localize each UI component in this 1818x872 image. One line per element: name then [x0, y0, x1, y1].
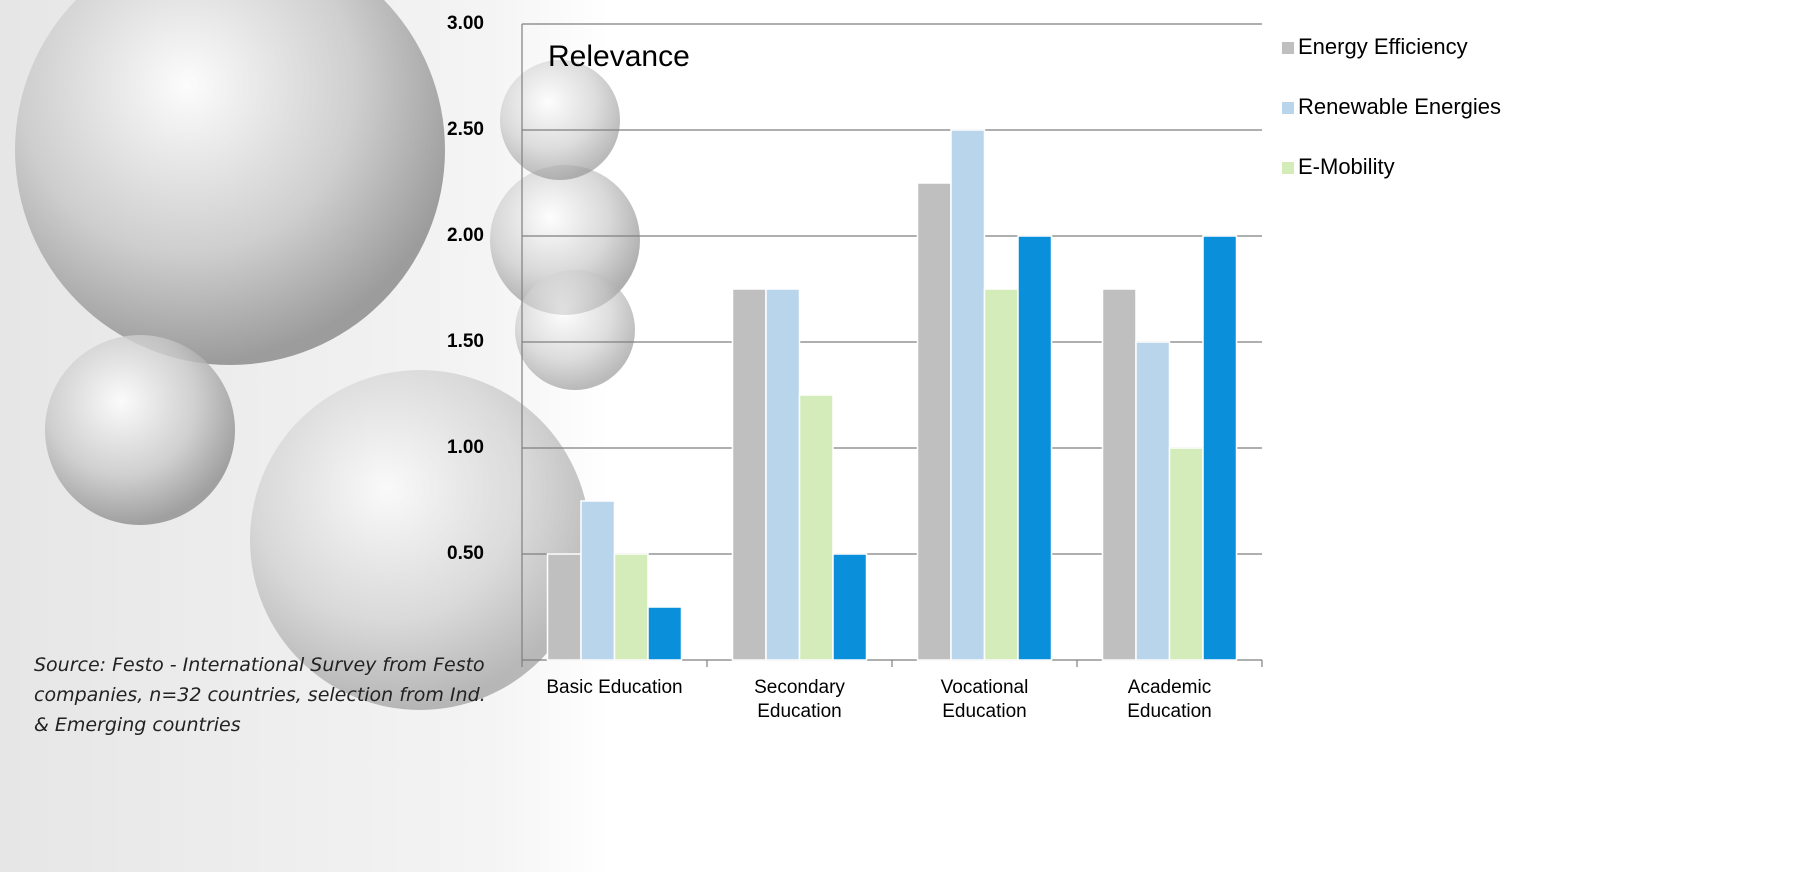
y-tick-label: 3.00: [447, 13, 484, 34]
bar: [1103, 289, 1137, 660]
legend-swatch: [1282, 42, 1294, 54]
x-tick-label: Secondary Education: [715, 676, 885, 724]
bar: [951, 130, 985, 660]
y-tick-label: 2.50: [447, 119, 484, 140]
bar: [1170, 448, 1204, 660]
legend-label: Renewable Energies: [1298, 94, 1501, 119]
source-note: Source: Festo - International Survey fro…: [34, 650, 489, 740]
bar: [733, 289, 767, 660]
y-tick-label: 0.50: [447, 543, 484, 564]
bar: [615, 554, 649, 660]
bar: [548, 554, 582, 660]
x-tick-label: Basic Education: [530, 676, 700, 700]
bar: [1136, 342, 1170, 660]
x-tick-label: Academic Education: [1085, 676, 1255, 724]
legend-label: E-Mobility: [1298, 154, 1395, 179]
y-tick-label: 1.00: [447, 437, 484, 458]
page: Relevance 0.50 1.00 1.50 2.00 2.50 3.00 Energy…: [0, 0, 1818, 872]
bar: [833, 554, 867, 660]
bar: [800, 395, 834, 660]
legend-swatch: [1282, 102, 1294, 114]
chart: Relevance 0.50 1.00 1.50 2.00 2.50 3.00 Energy…: [0, 0, 1818, 872]
x-tick-label: Vocational Education: [900, 676, 1070, 724]
bar: [918, 183, 952, 660]
y-tick-label: 1.50: [447, 331, 484, 352]
background-globes: [0, 0, 640, 872]
legend-label: Energy Efficiency: [1298, 34, 1468, 59]
bar: [648, 607, 682, 660]
bar: [581, 501, 615, 660]
y-tick-label: 2.00: [447, 225, 484, 246]
bar: [1018, 236, 1052, 660]
legend-swatch: [1282, 162, 1294, 174]
bar: [1203, 236, 1237, 660]
bar: [985, 289, 1019, 660]
annotation: Relevance: [548, 40, 690, 73]
bar: [766, 289, 800, 660]
